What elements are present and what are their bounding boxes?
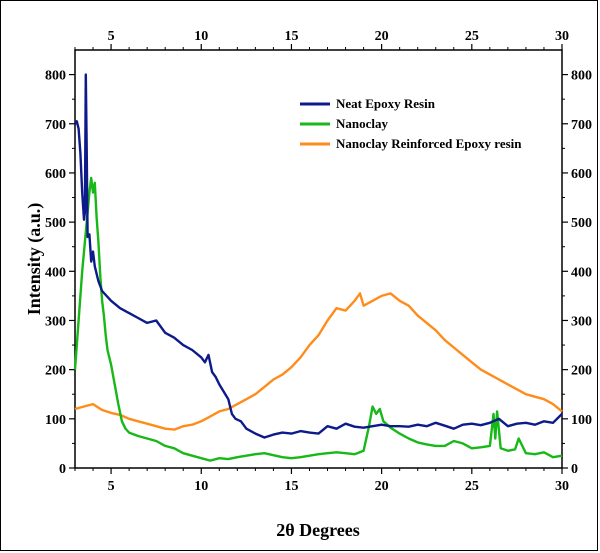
x-tick-label-bottom: 25 — [465, 479, 479, 494]
x-tick-label-top: 15 — [284, 29, 298, 44]
x-tick-label-top: 10 — [194, 29, 208, 44]
series-line-0 — [74, 73, 563, 439]
y-tick-label-right: 700 — [571, 118, 592, 133]
x-tick-label-top: 20 — [375, 29, 389, 44]
y-tick-label-left: 600 — [45, 167, 66, 182]
x-tick-label-bottom: 20 — [375, 479, 389, 494]
legend-label-2: Nanoclay Reinforced Epoxy resin — [336, 136, 522, 151]
series-line-2 — [74, 292, 563, 431]
x-tick-label-bottom: 5 — [108, 479, 115, 494]
x-tick-label-top: 30 — [555, 29, 569, 44]
legend-label-1: Nanoclay — [336, 116, 389, 131]
y-tick-label-right: 200 — [571, 364, 592, 379]
x-tick-label-top: 5 — [108, 29, 115, 44]
x-tick-label-bottom: 30 — [555, 479, 569, 494]
y-tick-label-right: 0 — [571, 462, 578, 477]
x-tick-label-top: 25 — [465, 29, 479, 44]
y-tick-label-left: 0 — [59, 462, 66, 477]
y-tick-label-left: 100 — [45, 413, 66, 428]
y-tick-label-left: 400 — [45, 265, 66, 280]
y-tick-label-left: 500 — [45, 216, 66, 231]
y-tick-label-right: 500 — [571, 216, 592, 231]
x-tick-label-bottom: 15 — [284, 479, 298, 494]
x-axis-title: 2θ Degrees — [276, 520, 360, 540]
legend-label-0: Neat Epoxy Resin — [336, 96, 436, 111]
legend: Neat Epoxy Resin Nanoclay Nanoclay Reinfor… — [300, 96, 522, 151]
y-tick-label-left: 800 — [45, 69, 66, 84]
y-tick-label-right: 300 — [571, 314, 592, 329]
y-tick-label-left: 300 — [45, 314, 66, 329]
y-axis-title: Intensity (a.u.) — [24, 203, 45, 316]
y-tick-label-right: 800 — [571, 69, 592, 84]
y-tick-label-right: 100 — [571, 413, 592, 428]
y-tick-label-right: 600 — [571, 167, 592, 182]
y-tick-label-left: 200 — [45, 364, 66, 379]
y-tick-label-right: 400 — [571, 265, 592, 280]
y-tick-label-left: 700 — [45, 118, 66, 133]
x-tick-label-bottom: 10 — [194, 479, 208, 494]
plot-area-border — [74, 49, 563, 469]
series-layer — [73, 73, 563, 462]
series-line-1 — [73, 176, 563, 462]
